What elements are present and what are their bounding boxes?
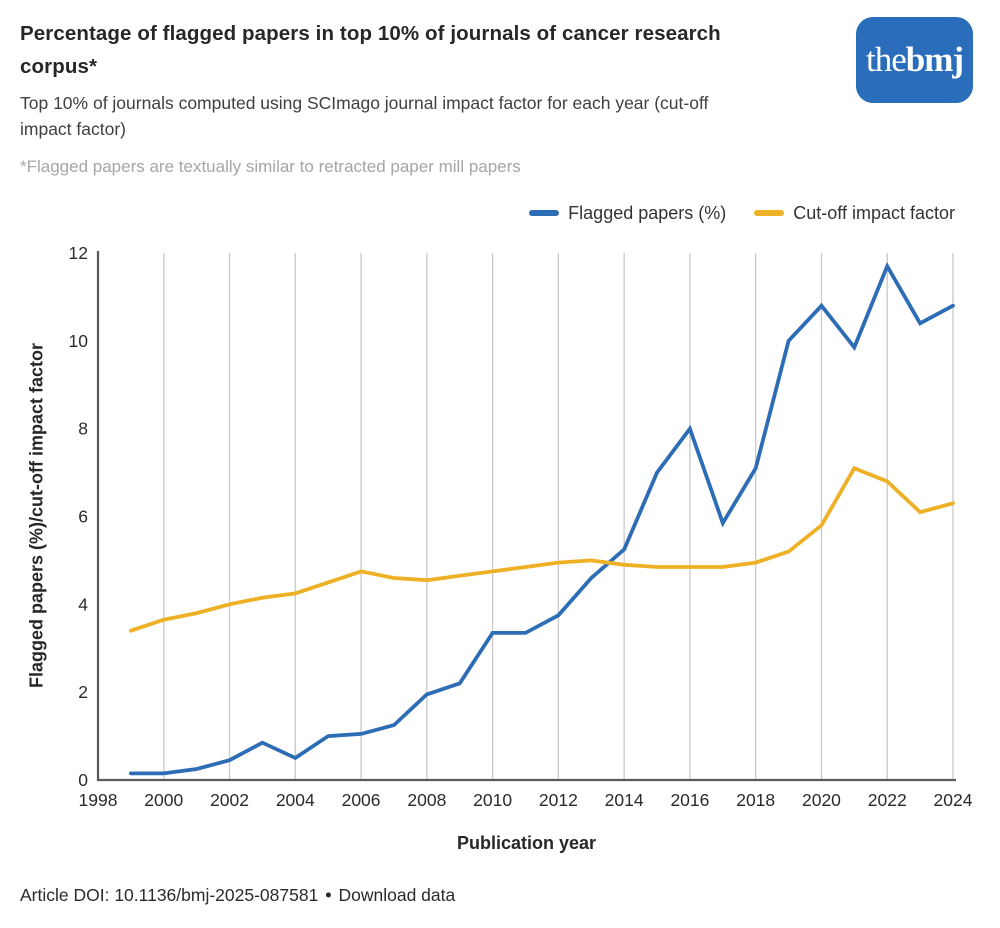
line-chart: 0 2 4 6 8 10 12 1998 2000 2002 2004 2006 2008 2010 201… xyxy=(69,243,973,810)
x-tick-label: 2014 xyxy=(605,790,644,810)
series-line-flagged-papers xyxy=(128,261,955,776)
x-tick-label: 2020 xyxy=(802,790,841,810)
legend-label-cutoff: Cut-off impact factor xyxy=(793,202,955,223)
page-subtitle: Top 10% of journals computed using SCIma… xyxy=(20,93,709,140)
y-tick-label: 8 xyxy=(78,419,88,439)
legend-item-flagged-papers: Flagged papers (%) xyxy=(529,203,726,224)
logo-text-bmj: bmj xyxy=(905,40,964,79)
chart-legend: Flagged papers (%) Cut-off impact factor xyxy=(300,200,955,226)
x-tick-label: 2008 xyxy=(407,790,446,810)
x-tick-label: 2010 xyxy=(473,790,512,810)
footer: Article DOI: 10.1136/bmj-2025-087581 • Dow… xyxy=(20,885,455,906)
x-tick-label: 2004 xyxy=(276,790,315,810)
y-tick-label: 12 xyxy=(69,243,88,263)
x-tick-label: 2002 xyxy=(210,790,249,810)
y-tick-label: 10 xyxy=(69,331,89,351)
x-tick-label: 1998 xyxy=(79,790,118,810)
y-tick-label: 6 xyxy=(78,507,88,527)
x-axis-title: Publication year xyxy=(456,833,597,853)
logo-text-the: the xyxy=(865,40,907,79)
y-tick-label: 0 xyxy=(78,770,88,790)
y-axis-title: Flagged papers (%)/cut-off impact factor xyxy=(26,342,47,689)
y-tick-label: 2 xyxy=(78,682,88,702)
legend-swatch-cutoff-icon xyxy=(754,210,785,216)
x-tick-label: 2024 xyxy=(934,790,973,810)
page-title: Percentage of flagged papers in top 10% … xyxy=(20,22,721,78)
series-line-cutoff-impact-factor xyxy=(128,465,955,633)
x-tick-label: 2012 xyxy=(539,790,578,810)
bullet-separator: • xyxy=(325,885,332,905)
y-tick-label: 4 xyxy=(78,594,88,614)
legend-swatch-flagged-icon xyxy=(529,210,560,216)
x-tick-label: 2000 xyxy=(144,790,183,810)
x-tick-label: 2016 xyxy=(670,790,709,810)
download-data-link[interactable]: Download data xyxy=(338,885,456,905)
x-tick-label: 2022 xyxy=(868,790,907,810)
page-footnote: *Flagged papers are textually similar to… xyxy=(20,157,521,176)
bmj-logo: the bmj xyxy=(856,17,973,103)
legend-label-flagged-papers: Flagged papers (%) xyxy=(568,202,727,223)
x-tick-label: 2006 xyxy=(342,790,381,810)
footer-doi: Article DOI: 10.1136/bmj-2025-087581 xyxy=(20,885,319,905)
legend-item-cutoff: Cut-off impact factor xyxy=(754,203,955,224)
x-tick-label: 2018 xyxy=(736,790,775,810)
